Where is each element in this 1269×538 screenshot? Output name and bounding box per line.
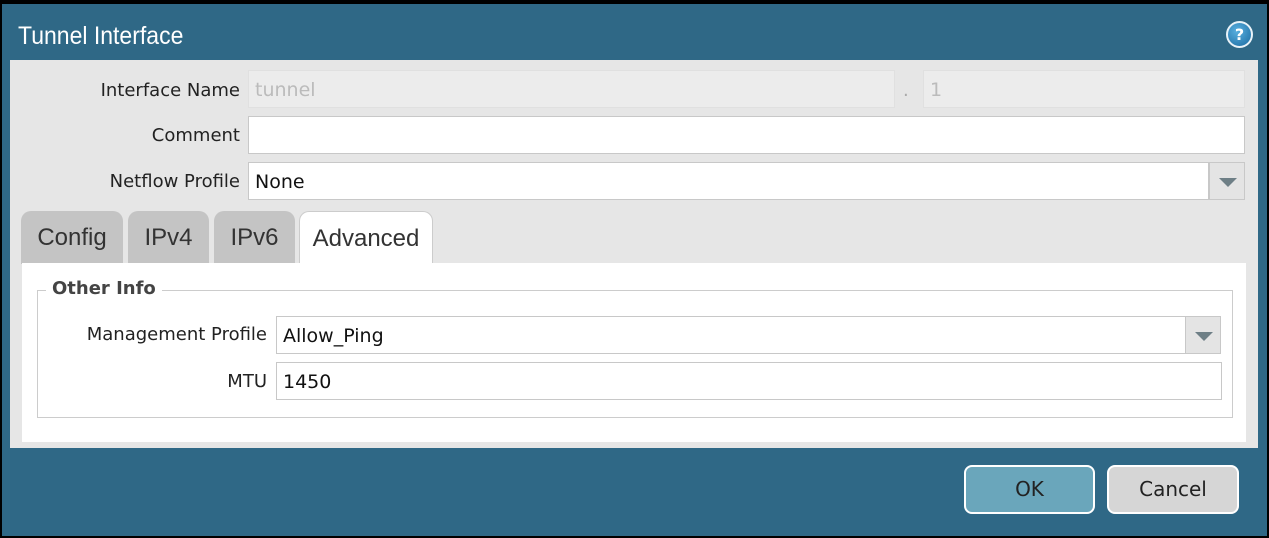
interface-name-input: tunnel [248, 70, 895, 108]
mtu-input[interactable]: 1450 [276, 362, 1222, 400]
tab-ipv6[interactable]: IPv6 [214, 211, 295, 264]
other-info-section: Other Info Management Profile Allow_Ping… [37, 278, 1233, 418]
tab-config[interactable]: Config [21, 211, 123, 264]
interface-name-label: Interface Name [100, 80, 240, 101]
tab-advanced[interactable]: Advanced [299, 211, 433, 265]
management-profile-label: Management Profile [86, 324, 267, 345]
management-profile-select[interactable]: Allow_Ping [276, 316, 1186, 354]
chevron-down-icon[interactable] [1185, 316, 1221, 354]
section-title: Other Info [46, 278, 162, 299]
interface-separator: . [903, 80, 909, 101]
comment-label: Comment [151, 125, 240, 146]
tab-ipv4[interactable]: IPv4 [128, 211, 209, 264]
help-icon[interactable]: ? [1226, 21, 1253, 48]
advanced-panel: Other Info Management Profile Allow_Ping… [22, 263, 1246, 442]
interface-number-input[interactable]: 1 [923, 70, 1245, 108]
cancel-button[interactable]: Cancel [1107, 465, 1239, 514]
mtu-label: MTU [227, 371, 267, 392]
tunnel-interface-dialog: Tunnel Interface ? Interface Name tunnel… [2, 4, 1267, 536]
comment-input[interactable] [248, 116, 1245, 154]
netflow-profile-label: Netflow Profile [109, 171, 240, 192]
dialog-body: Interface Name tunnel . 1 Comment Netflo… [10, 60, 1258, 448]
dialog-title: Tunnel Interface [18, 22, 184, 50]
ok-button[interactable]: OK [964, 465, 1095, 514]
chevron-down-icon[interactable] [1209, 162, 1245, 200]
netflow-profile-select[interactable]: None [248, 162, 1209, 200]
